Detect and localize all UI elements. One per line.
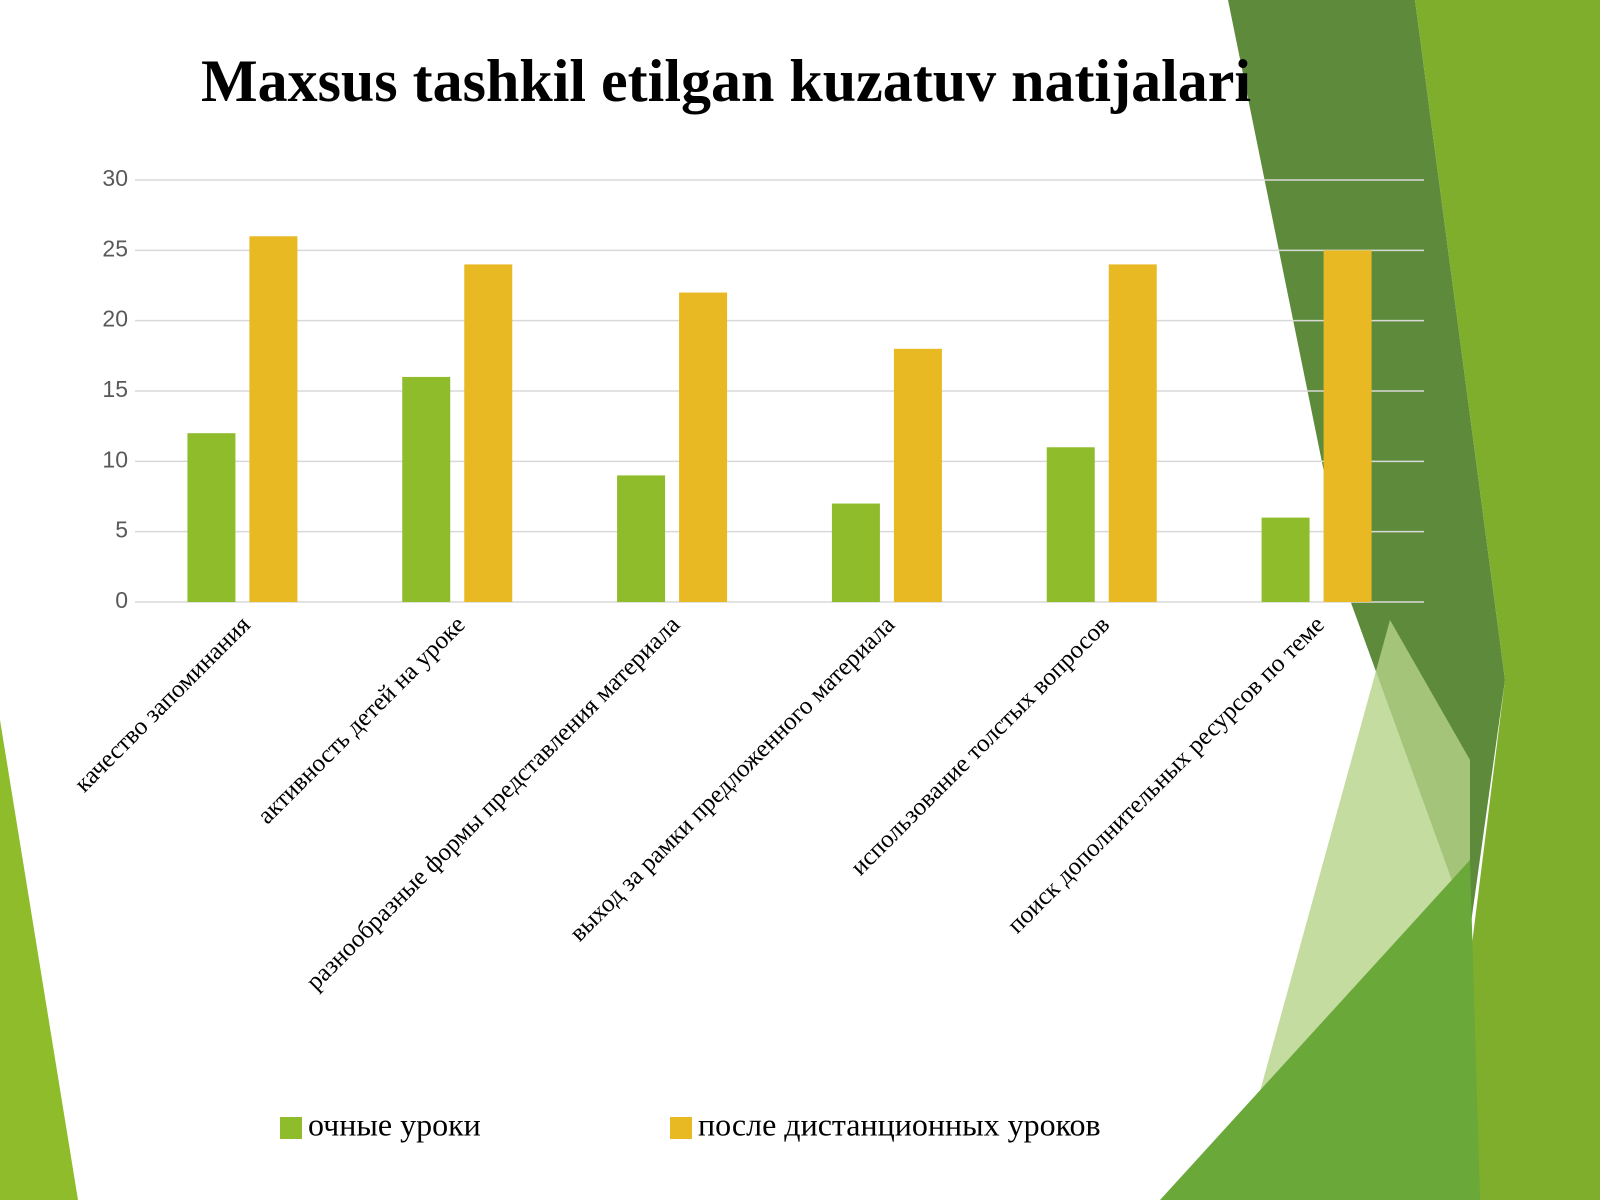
legend-swatch (670, 1117, 692, 1139)
legend-label: после дистанционных уроков (698, 1106, 1101, 1142)
y-tick-label: 10 (102, 446, 128, 472)
y-tick-label: 30 (102, 165, 128, 191)
x-tick-label: качество запоминания (69, 611, 256, 798)
decor-shape (1160, 860, 1480, 1200)
y-tick-label: 0 (115, 587, 128, 613)
bar (249, 236, 298, 602)
bar (1046, 447, 1095, 602)
y-tick-label: 20 (102, 306, 128, 332)
bar (617, 475, 666, 602)
y-tick-label: 15 (102, 376, 128, 402)
legend-label: очные уроки (308, 1106, 481, 1142)
bar (1323, 250, 1372, 603)
bar (464, 264, 513, 602)
y-tick-label: 5 (115, 517, 128, 543)
decor-shape (0, 720, 78, 1200)
bar (679, 292, 728, 602)
chart-title: Maxsus tashkil etilgan kuzatuv natijalar… (201, 48, 1251, 114)
bar (831, 503, 880, 602)
bar (402, 376, 451, 602)
x-tick-label: активность детей на уроке (252, 611, 470, 829)
x-tick-label: использование толстых вопросов (846, 611, 1116, 881)
legend-swatch (280, 1117, 302, 1139)
decor-shape (1415, 0, 1600, 1200)
bar (1108, 264, 1157, 602)
bar (187, 433, 236, 602)
x-tick-label: разнообразные формы представления матери… (301, 611, 685, 995)
bar (893, 348, 942, 602)
y-tick-label: 25 (102, 235, 128, 261)
bar (1261, 517, 1310, 602)
